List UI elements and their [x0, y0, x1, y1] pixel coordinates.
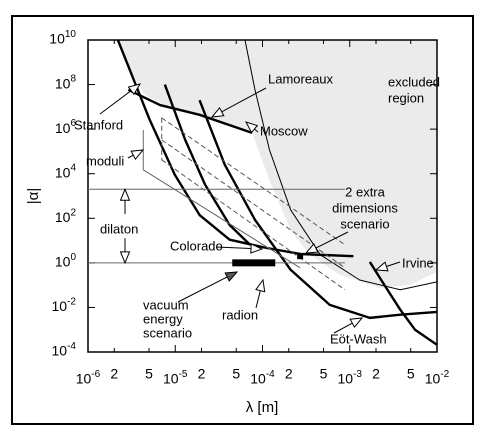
annotation: scenario	[143, 325, 192, 340]
annotation: Moscow	[260, 123, 308, 138]
arrow-shaft	[315, 231, 349, 249]
arrow-shaft	[177, 276, 228, 303]
annotation: vacuum	[143, 297, 189, 312]
annotation: 2 extra	[345, 184, 386, 199]
arrow-shaft	[386, 261, 401, 267]
arrow-head	[119, 251, 131, 265]
annotation: region	[388, 90, 424, 105]
annotation: radion	[222, 307, 258, 322]
x-tick-label: 5	[407, 366, 415, 382]
x-tick-label: 2	[198, 366, 206, 382]
y-tick-label: 104	[55, 162, 77, 180]
radion-bar	[232, 259, 276, 267]
arrow-head	[119, 187, 131, 201]
annotation: Colorado	[170, 238, 223, 253]
arrow-shaft	[333, 322, 353, 334]
arrow-head	[304, 243, 319, 254]
y-tick-label: 100	[55, 251, 77, 269]
curve	[161, 117, 346, 246]
annotation: Irvine	[402, 255, 434, 270]
curve	[163, 84, 251, 246]
arrow-head	[349, 317, 364, 329]
x-tick-label: 10-6	[76, 369, 101, 387]
annotation: dilaton	[100, 221, 138, 236]
y-tick-label: 10-4	[52, 341, 77, 359]
annotation: scenario	[340, 216, 389, 231]
x-tick-label: 5	[320, 366, 328, 382]
curve	[142, 130, 301, 269]
annotation: dimensions	[332, 200, 398, 215]
arrow-head	[250, 243, 264, 254]
annotation: energy	[143, 311, 183, 326]
arrow-shaft	[221, 87, 267, 113]
arrow-head	[255, 278, 266, 293]
arrow-shaft	[254, 128, 259, 133]
arrow-head	[130, 149, 145, 161]
y-tick-label: 102	[55, 207, 77, 225]
annotation: moduli	[86, 153, 124, 168]
curve	[244, 39, 438, 291]
x-tick-label: 10-5	[163, 369, 188, 387]
curve	[127, 88, 253, 135]
curve	[198, 99, 438, 320]
x-tick-label: 2	[110, 366, 118, 382]
y-tick-label: 1010	[49, 29, 76, 47]
arrow-shaft	[215, 246, 252, 250]
plot: 10-6 2 5 10-5 2 5 10-4 2 5 10-3 2 5 10-2 10-4 10-2 100 1…	[49, 29, 449, 387]
curve	[116, 39, 267, 250]
annotation: Lamoreaux	[268, 71, 334, 86]
annotation: Eöt-Wash	[330, 331, 387, 346]
x-tick-label: 2	[372, 366, 380, 382]
y-tick-label: 108	[55, 73, 77, 91]
arrow-head	[244, 121, 259, 134]
x-tick-label: 5	[145, 366, 153, 382]
x-tick-label: 10-3	[338, 369, 363, 387]
scenario-point	[297, 253, 304, 260]
y-tick-label: 10-2	[52, 296, 77, 314]
curve	[368, 261, 438, 346]
annotation: excluded	[388, 74, 440, 89]
x-axis-label: λ [m]	[246, 399, 279, 416]
x-tick-label: 10-2	[425, 369, 450, 387]
arrow-head	[374, 261, 389, 272]
arrow-head	[127, 83, 142, 96]
curve	[161, 159, 346, 291]
excluded-region	[117, 40, 438, 288]
x-tick-label: 5	[232, 366, 240, 382]
arrow-shaft	[127, 154, 134, 159]
y-axis-label: |α|	[25, 188, 42, 204]
arrow-head	[210, 106, 225, 118]
annotation: Stanford	[74, 117, 123, 132]
arrow-head	[224, 271, 239, 282]
arrow-shaft	[99, 90, 132, 115]
arrow-shaft	[255, 290, 261, 309]
x-tick-label: 2	[285, 366, 293, 382]
x-tick-label: 10-4	[250, 369, 275, 387]
frame	[11, 15, 474, 425]
